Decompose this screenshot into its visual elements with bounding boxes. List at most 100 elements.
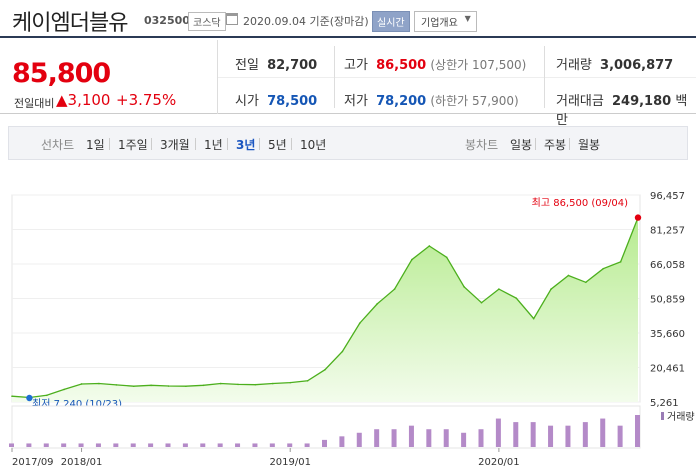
volume-bar — [548, 425, 554, 447]
tab-5year[interactable]: 5년 — [268, 138, 287, 152]
price-point — [306, 380, 309, 382]
tab-separator — [535, 138, 536, 150]
price-point — [428, 245, 431, 247]
volume-bar — [61, 443, 67, 447]
volume-bar — [269, 443, 275, 447]
stock-name: 케이엠더블유 — [12, 11, 128, 36]
volume: 거래량 3,006,877 — [556, 58, 674, 73]
diff-value: ▲3,100 — [56, 91, 111, 109]
volume-bar — [374, 429, 380, 447]
low-price: 저가 78,200 (하한가 57,900) — [344, 94, 519, 109]
company-info-dropdown[interactable]: 기업개요 ▼ — [414, 11, 477, 32]
volume-bar — [495, 418, 501, 447]
price-chart-svg: 5,261 20,461 35,660 50,859 66,058 81,257 96,45… — [9, 191, 695, 468]
price-point — [602, 267, 605, 270]
price-point — [393, 288, 396, 290]
volume-bar — [130, 443, 136, 447]
volume-legend: 거래량 — [667, 411, 695, 423]
volume-bar — [9, 443, 14, 447]
price-point — [254, 383, 257, 386]
tab-separator — [195, 138, 196, 150]
realtime-button[interactable]: 실시간 — [372, 11, 410, 32]
tab-separator — [227, 138, 228, 150]
line-chart-label: 선차트 — [41, 138, 75, 152]
market-badge: 코스닥 — [188, 12, 226, 31]
tab-weekly-candle[interactable]: 주봉 — [544, 138, 567, 152]
high-marker — [634, 214, 642, 221]
volume-bar — [322, 439, 327, 447]
tab-daily-candle[interactable]: 일봉 — [510, 138, 533, 152]
volume-bar — [391, 429, 397, 447]
price-point — [132, 385, 135, 388]
volume-bar — [356, 432, 362, 447]
volume-bar — [635, 415, 640, 447]
volume-bar — [148, 443, 154, 447]
price-point — [515, 297, 518, 299]
volume-legend-icon — [661, 412, 664, 420]
volume-bar — [513, 422, 519, 447]
volume-bar — [617, 425, 623, 447]
row-divider — [218, 77, 696, 78]
current-price: 85,800 — [12, 58, 111, 89]
col-divider — [544, 46, 545, 108]
price-point — [498, 288, 500, 290]
company-info-label: 기업개요 — [421, 18, 458, 29]
volume-bar — [461, 432, 467, 447]
y-tick-label: 50,859 — [650, 295, 685, 306]
volume-bar — [304, 443, 310, 447]
y-tick-label: 20,461 — [650, 363, 685, 374]
tab-separator — [151, 138, 152, 150]
price-point — [376, 303, 378, 305]
tab-separator — [259, 138, 260, 150]
y-tick-label: 96,457 — [650, 191, 685, 202]
price-point — [272, 382, 274, 385]
volume-bar — [113, 443, 119, 447]
tab-separator — [109, 138, 110, 150]
open-price: 시가 78,500 — [235, 94, 318, 109]
tab-1year[interactable]: 1년 — [204, 138, 223, 152]
price-point — [445, 256, 448, 259]
price-point — [150, 384, 152, 387]
y-tick-label: 5,261 — [650, 398, 679, 409]
trade-amount: 거래대금 249,180 백만 — [556, 94, 688, 128]
volume-bar — [95, 443, 101, 447]
diff-label: 전일대비 — [14, 97, 55, 110]
tab-10year[interactable]: 10년 — [300, 138, 327, 152]
price-point — [11, 395, 13, 398]
tab-3year[interactable]: 3년 — [236, 138, 256, 152]
quote-panel: 85,800 전일대비 ▲3,100 +3.75% 전일 82,700 고가 8… — [0, 40, 696, 128]
price-point — [98, 382, 100, 385]
x-tick-label: 2018/01 — [61, 457, 103, 468]
price-point — [585, 281, 587, 284]
tab-monthly-candle[interactable]: 월봉 — [578, 138, 601, 152]
price-point — [550, 288, 552, 290]
volume-bar — [43, 443, 49, 447]
x-tick-label: 2017/09 — [12, 457, 54, 468]
high-annotation: 최고 86,500 (09/04) — [532, 197, 628, 209]
volume-bar — [408, 425, 414, 447]
price-point — [237, 383, 239, 386]
price-point — [324, 368, 326, 371]
tab-1week[interactable]: 1주일 — [118, 138, 148, 152]
tab-1day[interactable]: 1일 — [86, 138, 105, 152]
volume-bar — [200, 443, 206, 447]
volume-bar — [443, 429, 449, 447]
price-point — [358, 322, 361, 324]
price-point — [45, 394, 48, 397]
prev-close: 전일 82,700 — [235, 58, 318, 73]
col-divider — [334, 46, 335, 108]
y-tick-label: 81,257 — [650, 226, 685, 237]
volume-bar — [530, 422, 536, 447]
volume-bar — [26, 443, 32, 447]
price-point — [411, 258, 413, 261]
price-point — [532, 317, 535, 320]
volume-bar — [600, 418, 606, 447]
volume-bar — [217, 443, 223, 447]
tab-3month[interactable]: 3개월 — [160, 138, 190, 152]
tab-separator — [291, 138, 292, 150]
x-tick-label: 2020/01 — [478, 457, 520, 468]
stock-code: 032500 — [144, 14, 190, 27]
volume-bar — [252, 443, 258, 447]
price-area — [12, 217, 638, 402]
price-box: 85,800 전일대비 ▲3,100 +3.75% — [0, 40, 218, 114]
